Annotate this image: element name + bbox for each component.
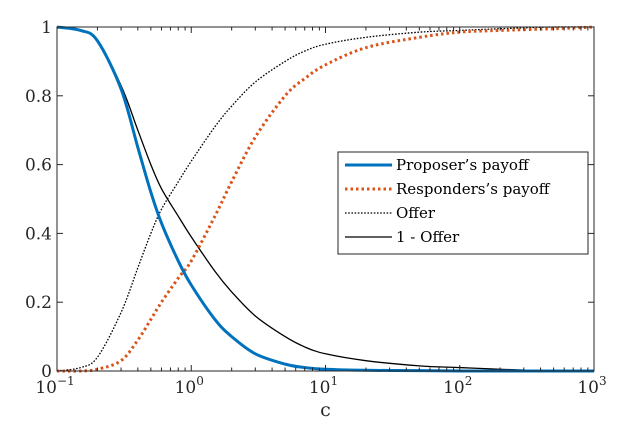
x-axis-label: c bbox=[320, 399, 331, 421]
x-tick-label: 10−1 bbox=[35, 374, 74, 398]
y-tick-label: 1 bbox=[41, 18, 52, 38]
x-tick-label: 102 bbox=[443, 374, 472, 398]
legend-label-3: Offer bbox=[396, 204, 436, 222]
legend-label-4: 1 - Offer bbox=[396, 228, 460, 246]
y-tick-label: 0.2 bbox=[25, 293, 52, 313]
y-axis: 0 0.2 0.4 0.6 0.8 1 bbox=[25, 18, 594, 382]
legend-label-1: Proposer’s payoff bbox=[396, 156, 530, 174]
legend-label-2: Responders’s payoff bbox=[396, 180, 551, 198]
series-line-3 bbox=[56, 26, 595, 372]
x-tick-label: 103 bbox=[577, 374, 606, 398]
x-tick-label: 100 bbox=[175, 374, 204, 398]
series-line-4 bbox=[56, 26, 595, 372]
x-axis: 10−1 100 101 102 103 bbox=[35, 27, 607, 398]
series-line-2 bbox=[56, 25, 595, 373]
y-tick-label: 0.8 bbox=[25, 87, 52, 107]
y-tick-label: 0.6 bbox=[25, 156, 52, 176]
legend: Proposer’s payoff Responders’s payoff Offe… bbox=[337, 151, 589, 255]
x-tick-label: 101 bbox=[309, 374, 338, 398]
y-tick-label: 0.4 bbox=[25, 224, 52, 244]
y-tick-label: 0 bbox=[41, 362, 52, 382]
